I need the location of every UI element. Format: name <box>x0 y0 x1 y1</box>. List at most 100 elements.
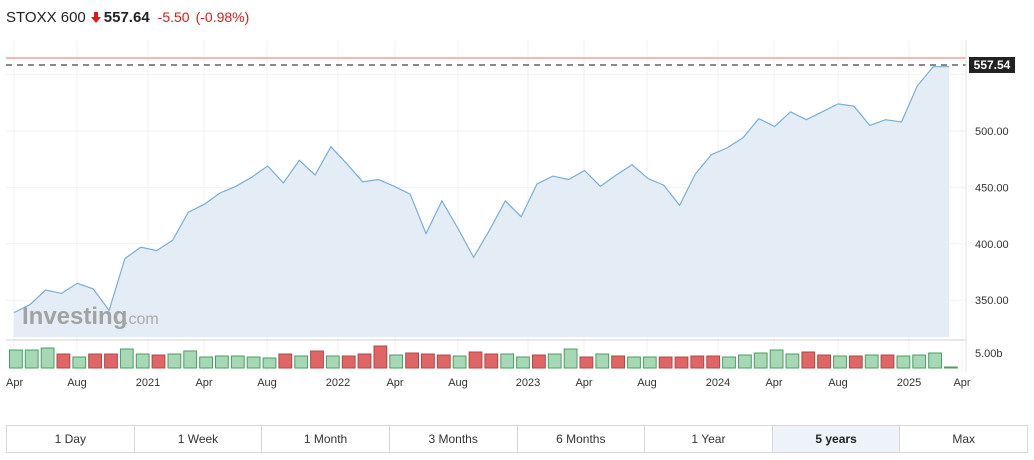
volume-bar <box>436 354 451 369</box>
svg-text:Aug: Aug <box>67 377 87 389</box>
volume-bar <box>88 353 102 369</box>
svg-text:.com: .com <box>124 311 159 328</box>
volume-bar <box>674 356 689 369</box>
volume-bar <box>389 354 404 369</box>
price-chart[interactable]: Investing .com 350.00 400.00 450.00 500.00 5… <box>0 34 1034 404</box>
volume-bar <box>785 353 800 369</box>
period-max[interactable]: Max <box>900 426 1027 452</box>
volume-bar <box>801 351 816 369</box>
volume-bar <box>944 366 958 369</box>
volume-bar <box>199 356 213 369</box>
volume-bar <box>167 353 182 369</box>
svg-text:2022: 2022 <box>326 377 350 389</box>
volume-bar <box>690 355 705 369</box>
volume-bar <box>325 355 340 369</box>
volume-bar <box>769 349 784 369</box>
svg-text:Aug: Aug <box>828 377 848 389</box>
volume-bar <box>421 353 435 369</box>
volume-bar <box>72 356 87 369</box>
volume-bar <box>500 353 515 369</box>
volume-bar <box>151 354 166 369</box>
volume-bar <box>896 355 911 369</box>
volume-bar <box>405 352 420 369</box>
volume-bar <box>595 353 610 369</box>
volume-bar <box>864 354 879 369</box>
svg-text:2024: 2024 <box>706 377 730 389</box>
svg-text:2021: 2021 <box>136 377 160 389</box>
volume-bar <box>658 356 673 369</box>
arrow-down-icon <box>90 11 101 23</box>
volume-bar <box>579 356 594 369</box>
volume-bar <box>119 348 134 369</box>
svg-text:Apr: Apr <box>953 377 970 389</box>
volume-bar <box>722 356 736 369</box>
period-6-months[interactable]: 6 Months <box>517 426 646 452</box>
volume-bar <box>215 355 229 369</box>
period-1-year[interactable]: 1 Year <box>645 426 773 452</box>
watermark: Investing .com <box>22 303 159 330</box>
volume-bar <box>183 350 198 369</box>
volume-bar <box>468 351 483 369</box>
period-1-day[interactable]: 1 Day <box>7 426 135 452</box>
last-price: 557.64 <box>103 8 150 26</box>
svg-text:Apr: Apr <box>6 377 23 389</box>
volume-bar <box>848 355 863 369</box>
svg-text:Aug: Aug <box>637 377 657 389</box>
volume-bar <box>135 353 150 369</box>
svg-text:Investing: Investing <box>22 303 127 330</box>
volume-bar <box>532 354 546 369</box>
svg-text:Aug: Aug <box>257 377 277 389</box>
svg-text:400.00: 400.00 <box>975 239 1009 251</box>
price-change-percent: (-0.98%) <box>195 9 250 25</box>
volume-bar <box>833 355 847 369</box>
y-axis-labels: 350.00 400.00 450.00 500.00 5.00b <box>975 126 1009 360</box>
volume-bar <box>341 355 356 369</box>
volume-bar <box>706 355 721 369</box>
volume-bar <box>627 356 641 369</box>
volume-bar <box>40 347 55 369</box>
volume-bar <box>817 354 832 369</box>
volume-bar <box>262 357 277 369</box>
volume-bar <box>547 353 562 369</box>
volume-bar <box>104 353 118 369</box>
current-price-tag: 557.54 <box>969 57 1015 73</box>
svg-text:Apr: Apr <box>575 377 592 389</box>
svg-text:350.00: 350.00 <box>975 295 1009 307</box>
period-1-week[interactable]: 1 Week <box>134 426 263 452</box>
svg-text:Apr: Apr <box>195 377 212 389</box>
volume-bar <box>642 356 657 369</box>
volume-bar <box>9 349 23 369</box>
volume-bar <box>246 356 261 369</box>
volume-bar <box>278 353 293 369</box>
volume-bar <box>912 354 927 369</box>
volume-bar <box>484 353 499 369</box>
volume-bar <box>373 345 388 369</box>
price-line <box>13 66 949 314</box>
price-change: -5.50 <box>157 9 190 25</box>
instrument-name: STOXX 600 <box>6 8 86 26</box>
volume-bar <box>563 348 578 369</box>
volume-bar <box>230 355 245 369</box>
volume-bar <box>310 350 324 369</box>
volume-bar <box>452 355 467 369</box>
svg-text:Apr: Apr <box>765 377 782 389</box>
svg-text:500.00: 500.00 <box>975 126 1009 138</box>
volume-bar <box>880 354 895 369</box>
period-1-month[interactable]: 1 Month <box>262 426 390 452</box>
volume-bars <box>9 345 958 369</box>
volume-bar <box>56 353 71 369</box>
svg-text:Apr: Apr <box>386 377 403 389</box>
period-5-years[interactable]: 5 years <box>772 426 901 452</box>
volume-bar <box>611 355 626 369</box>
svg-text:Aug: Aug <box>448 377 468 389</box>
volume-bar <box>516 356 530 369</box>
volume-bar <box>24 349 39 369</box>
volume-bar <box>753 352 768 369</box>
svg-text:450.00: 450.00 <box>975 182 1009 194</box>
quote-header: STOXX 600 557.64 -5.50 (-0.98%) <box>6 6 249 28</box>
svg-text:557.54: 557.54 <box>974 58 1011 72</box>
svg-text:5.00b: 5.00b <box>975 348 1003 360</box>
period-3-months[interactable]: 3 Months <box>389 426 518 452</box>
price-area <box>14 66 949 337</box>
x-axis-labels: Apr Aug 2021 Apr Aug 2022 Apr Aug 2023 Apr Aug 2024… <box>6 377 971 389</box>
